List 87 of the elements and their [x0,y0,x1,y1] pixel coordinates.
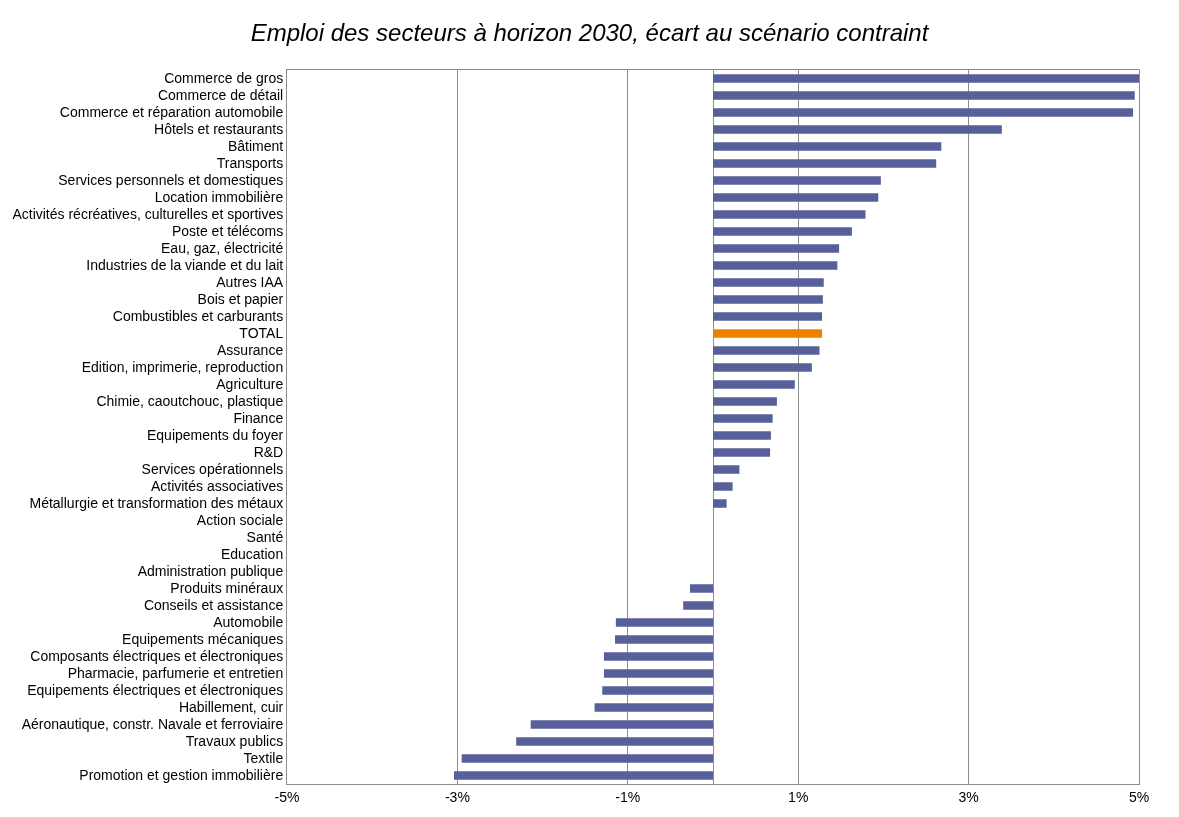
y-tick-label: Chimie, caoutchouc, plastique [96,393,284,410]
bar [516,737,713,746]
y-tick-label: R&D [253,444,284,461]
y-tick-label: Eau, gaz, électricité [161,240,284,257]
bar [713,244,840,253]
bar [713,414,773,423]
y-tick-label: Administration publique [137,563,284,580]
bar [713,91,1135,100]
y-tick-label: Equipements mécaniques [122,631,284,648]
bar [713,210,866,219]
y-tick-label: Agriculture [216,376,284,393]
y-tick-label: Automobile [213,614,284,631]
bar [713,482,733,491]
y-tick-label: Aéronautique, constr. Navale et ferroviaire [21,716,284,733]
y-tick-label: Poste et télécoms [171,223,284,240]
y-tick-label: Promotion et gestion immobilière [79,767,284,784]
y-tick-label: Bois et papier [197,291,284,308]
y-tick-label: Pharmacie, parfumerie et entretien [67,665,284,682]
y-tick-label: Textile [243,750,284,767]
bar [713,465,740,474]
bar [713,108,1134,117]
x-tick-label: -3% [444,788,470,805]
y-tick-label: Location immobilière [154,189,284,206]
bar [713,499,727,508]
y-tick-label: Activités récréatives, culturelles et sportives [12,206,284,223]
bar [713,295,823,304]
bar [594,703,713,712]
y-tick-label: Produits minéraux [170,580,284,597]
bar [690,584,713,593]
bar [713,227,852,236]
y-tick-label: Commerce de gros [164,70,284,87]
bar [603,669,713,678]
y-tick-label: Equipements électriques et électroniques [27,682,284,699]
bar [530,720,713,729]
y-tick-label: Conseils et assistance [143,597,284,614]
bar [713,125,1002,134]
bar [615,618,713,627]
bar [713,431,771,440]
y-tick-label: Travaux publics [185,733,284,750]
y-tick-label: Education [220,546,284,563]
bar [713,74,1139,83]
x-tick-label: 3% [958,788,979,805]
bar [713,329,823,338]
y-tick-label: Commerce et réparation automobile [59,104,284,121]
chart-title: Emploi des secteurs à horizon 2030, écart au scénario contraint [250,19,930,47]
y-tick-label: Commerce de détail [157,87,284,104]
bar [453,771,713,780]
y-tick-label: Equipements du foyer [147,427,284,444]
bar [713,176,881,185]
bar [615,635,713,644]
bar [713,380,795,389]
bar [603,652,713,661]
y-tick-label: Industries de la viande et du lait [86,257,284,274]
bar [713,142,942,151]
x-tick-label: -5% [274,788,300,805]
bar [713,346,820,355]
bar [713,278,824,287]
y-tick-label: Combustibles et carburants [112,308,284,325]
x-tick-label: 1% [788,788,809,805]
y-tick-label: Métallurgie et transformation des métaux [29,495,284,512]
y-tick-label: Services opérationnels [141,461,284,478]
y-tick-label: Habillement, cuir [178,699,284,716]
y-tick-label: Edition, imprimerie, reproduction [81,359,284,376]
y-tick-label: Finance [233,410,284,427]
bar [713,261,838,270]
y-tick-label: Activités associatives [150,478,284,495]
y-tick-label: Bâtiment [227,138,284,155]
bar [461,754,713,763]
y-tick-label: Assurance [217,342,284,359]
x-tick-label: 5% [1128,788,1150,805]
bar [602,686,713,695]
y-tick-label: Autres IAA [216,274,284,291]
y-tick-label: Hôtels et restaurants [154,121,284,138]
bar [713,397,777,406]
x-tick-label: -1% [615,788,641,805]
y-tick-label: Action sociale [196,512,284,529]
y-tick-label: Santé [246,529,284,546]
bar [683,601,713,610]
bar [713,363,812,372]
bar [713,448,771,457]
bar [713,159,937,168]
y-tick-label: Transports [216,155,284,172]
y-tick-label: TOTAL [239,325,284,342]
bar [713,312,823,321]
y-tick-label: Composants électriques et électroniques [30,648,284,665]
bar [713,193,879,202]
y-tick-label: Services personnels et domestiques [58,172,284,189]
